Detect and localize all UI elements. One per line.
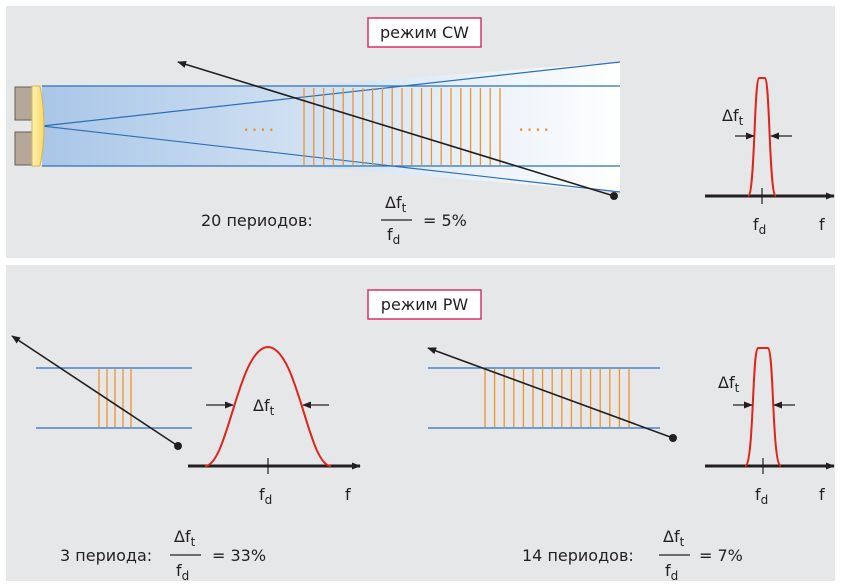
cw-frequency-axis-label: f [819,215,825,234]
pw-right-group: Δft fd f 14 периодов: Δft fd = 7% [427,347,835,583]
cw-center-frequency-label: fd [753,215,766,237]
cw-flow-arrow-origin [610,192,618,200]
cw-flow-arrow [177,60,615,197]
pw-right-flow-arrow-origin [669,434,677,442]
pw-mode-label-box [367,289,482,320]
pw-left-spectrum: Δft fd f [188,345,361,507]
cw-transmit-line-lower [41,125,621,193]
cw-ratio-value: = 5% [423,211,467,230]
cw-mode-label: режим CW [380,23,469,42]
pw-left-ratio-numerator: Δft [174,527,196,549]
pw-left-frequency-axis-label: f [345,485,351,504]
pw-left-bandwidth-label: Δft [253,396,275,418]
pw-right-spectrum-peak [744,347,782,467]
pw-left-center-frequency-label: fd [259,485,272,507]
pw-left-ratio-value: = 33% [212,546,266,565]
cw-ratio-denominator: fd [387,225,400,247]
transducer-element-bottom [14,131,33,166]
cw-spectrum: Δft fd f [705,77,835,237]
transducer-lens [31,85,45,167]
pw-right-spectrum: Δft fd f [705,347,835,507]
pw-right-bandwidth-label: Δft [718,373,740,395]
pw-left-ratio-denominator: fd [176,561,189,583]
pw-right-periods-label: 14 периодов: [522,546,634,565]
cw-dots-right: .... [518,112,551,136]
pw-panel: режим PW Δft fd f 3 пер [6,265,835,583]
pw-right-center-frequency-label: fd [755,485,768,507]
pw-right-ratio-value: = 7% [699,546,743,565]
cw-beam [41,61,621,193]
cw-dots-left: .... [243,112,276,136]
cw-ratio-numerator: Δft [385,193,407,215]
cw-spectrum-peak [747,77,777,197]
pw-mode-label: режим PW [381,295,469,314]
cw-periods-label: 20 периодов: [201,211,313,230]
pw-left-flow-arrow-origin [174,442,182,450]
cw-bandwidth-label: Δft [722,106,744,128]
transducer-element-top [14,86,33,121]
pw-left-group: Δft fd f 3 периода: Δft fd = 33% [11,335,361,583]
pw-right-frequency-axis-label: f [819,485,825,504]
cw-panel: режим CW .... .... 20 периодов: Δft [6,6,835,258]
cw-mode-label-box [367,17,482,48]
cw-transmit-line-upper [41,61,621,127]
cw-beam-cone [42,62,620,192]
pw-right-ratio-denominator: fd [665,561,678,583]
pw-left-spectrum-peak [204,345,332,467]
pw-right-ratio-numerator: Δft [663,527,685,549]
pw-right-flow-arrow [427,347,674,439]
pw-left-periods-label: 3 периода: [60,546,152,565]
pw-left-flow-arrow [11,335,179,447]
cw-pulse-lines [303,88,501,165]
cw-transducer [14,85,45,167]
